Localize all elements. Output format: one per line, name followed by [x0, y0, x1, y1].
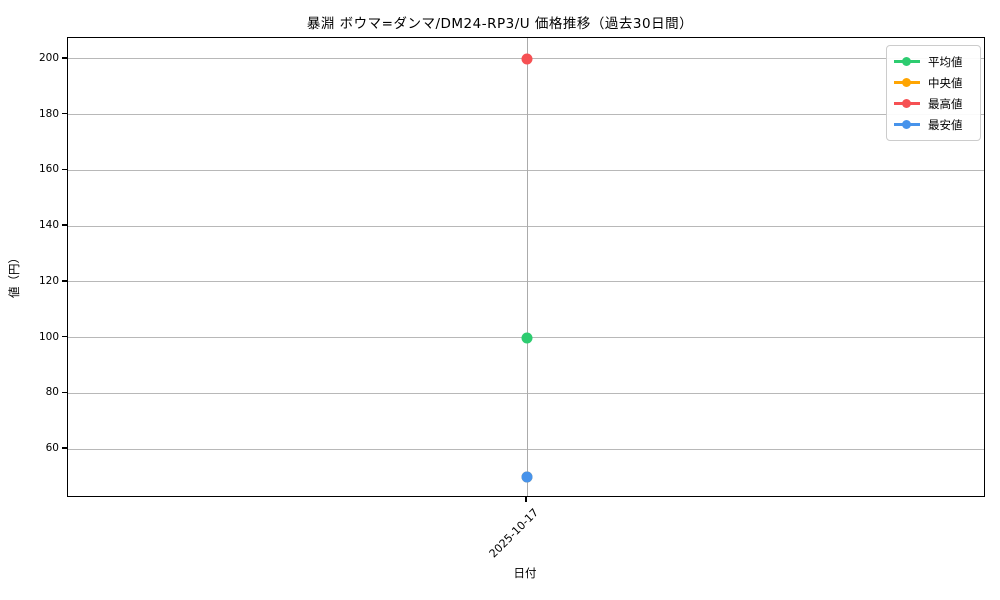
legend-line-marker-icon: [894, 56, 920, 67]
legend-label: 最高値: [928, 96, 963, 111]
gridline-h: [68, 392, 984, 394]
y-tick-label: 120: [38, 274, 59, 287]
gridline-v: [526, 38, 528, 496]
plot-area: [67, 37, 985, 497]
gridline-h: [68, 225, 984, 227]
y-tick-mark: [62, 391, 67, 394]
y-tick-label: 180: [38, 107, 59, 120]
y-tick-mark: [62, 280, 67, 282]
legend-item: 最安値: [894, 114, 973, 135]
y-tick-mark: [62, 57, 67, 59]
legend-line-marker-icon: [894, 119, 920, 130]
y-tick-mark: [62, 447, 67, 449]
y-tick-label: 80: [45, 386, 59, 399]
legend-item: 中央値: [894, 72, 973, 93]
legend-label: 平均値: [928, 54, 963, 69]
legend: 平均値中央値最高値最安値: [886, 45, 981, 141]
legend-item: 最高値: [894, 93, 973, 114]
chart-title: 暴淵 ボウマ=ダンマ/DM24-RP3/U 価格推移（過去30日間）: [306, 16, 694, 32]
y-tick-label: 100: [38, 330, 59, 343]
gridline-h: [68, 281, 984, 283]
y-tick-mark: [62, 335, 67, 338]
y-tick-mark: [62, 112, 67, 115]
legend-item: 平均値: [894, 51, 973, 72]
legend-label: 最安値: [928, 117, 963, 132]
y-tick-label: 140: [38, 219, 59, 232]
y-tick-label: 200: [38, 51, 59, 64]
x-axis-label: 日付: [513, 566, 537, 580]
data-point-平均値: [521, 332, 533, 344]
x-tick-mark: [525, 497, 527, 502]
gridline-h: [68, 114, 984, 116]
y-tick-label: 160: [38, 163, 59, 176]
y-tick-label: 60: [45, 442, 59, 455]
legend-line-marker-icon: [894, 98, 920, 109]
x-tick-label: 2025-10-17: [486, 506, 542, 561]
y-tick-mark: [62, 168, 67, 171]
data-point-最高値: [521, 53, 533, 65]
y-tick-mark: [62, 224, 67, 226]
legend-line-marker-icon: [894, 77, 920, 88]
gridline-h: [68, 448, 984, 450]
legend-label: 中央値: [928, 75, 963, 90]
data-point-最安値: [521, 471, 533, 483]
gridline-h: [68, 169, 984, 171]
